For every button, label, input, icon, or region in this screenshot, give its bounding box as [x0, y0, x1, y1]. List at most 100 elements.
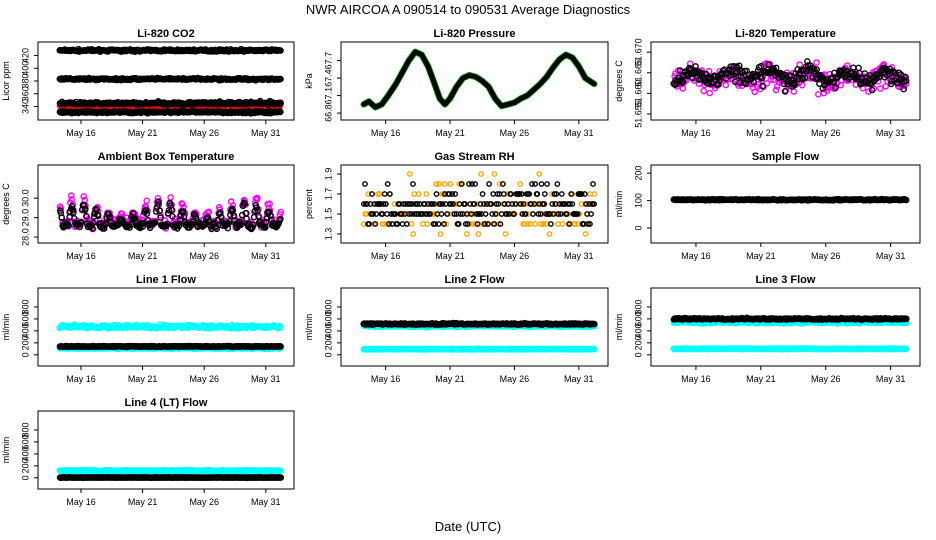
- data-point: [557, 211, 564, 217]
- data-point: [154, 198, 162, 206]
- x-tick-label: May 21: [746, 251, 776, 261]
- data-point: [406, 171, 413, 177]
- data-point: [266, 208, 273, 216]
- data-point: [424, 211, 430, 217]
- data-point: [408, 221, 415, 227]
- data-point: [591, 320, 598, 328]
- data-point: [370, 211, 376, 217]
- data-point: [544, 181, 550, 187]
- data-point: [126, 224, 133, 231]
- data-point: [535, 211, 542, 217]
- data-point: [439, 201, 446, 207]
- data-point: [443, 221, 450, 227]
- data-point: [520, 201, 527, 207]
- y-tick-label: 360: [20, 86, 30, 101]
- y-tick-label: 200: [323, 335, 333, 350]
- data-point: [80, 193, 88, 200]
- data-point: [277, 75, 284, 83]
- data-point: [496, 181, 503, 187]
- x-tick-label: May 16: [371, 251, 401, 261]
- data-point: [486, 181, 492, 187]
- data-point: [451, 211, 458, 217]
- data-point: [508, 191, 514, 197]
- data-point: [449, 191, 456, 197]
- data-point: [455, 221, 462, 227]
- data-point: [495, 201, 502, 207]
- data-point: [453, 201, 460, 207]
- x-tick-label: May 16: [371, 128, 401, 138]
- data-point: [590, 181, 596, 187]
- data-point: [759, 82, 767, 90]
- x-tick-label: May 31: [876, 374, 906, 384]
- data-point: [578, 191, 585, 197]
- data-point: [751, 88, 759, 96]
- data-point: [500, 191, 507, 197]
- x-tick-label: May 16: [66, 374, 96, 384]
- series-sample-flow: [670, 195, 910, 204]
- data-point: [541, 191, 548, 197]
- x-tick-label: May 21: [435, 251, 465, 261]
- data-point: [563, 211, 570, 217]
- data-point: [436, 181, 442, 187]
- data-point: [433, 181, 440, 187]
- data-point: [532, 221, 538, 227]
- data-point: [543, 211, 549, 217]
- data-point: [578, 201, 585, 207]
- y-tick-label: 0: [633, 352, 643, 357]
- panel-title: Ambient Box Temperature: [98, 151, 235, 163]
- data-point: [276, 100, 283, 108]
- data-point: [392, 211, 399, 217]
- series-line-flow-sampling-: [56, 342, 284, 351]
- data-point: [583, 201, 589, 207]
- data-point: [69, 206, 77, 213]
- data-point: [373, 211, 380, 217]
- data-point: [176, 216, 184, 223]
- data-point: [566, 221, 572, 227]
- data-point: [492, 211, 499, 217]
- plot-frame: [340, 164, 609, 244]
- data-point: [142, 206, 150, 214]
- data-point: [277, 47, 284, 54]
- data-point: [569, 201, 576, 207]
- x-tick-label: May 16: [66, 128, 96, 138]
- data-point: [444, 211, 450, 217]
- series-cell-temp-mean: [670, 58, 910, 95]
- data-point: [91, 213, 98, 220]
- plot-frame: [650, 41, 921, 121]
- data-point: [461, 201, 468, 207]
- data-point: [447, 181, 454, 187]
- panel-title: Li-820 CO2: [137, 28, 194, 40]
- data-point: [501, 201, 508, 207]
- x-tick-label: May 26: [811, 374, 841, 384]
- data-point: [157, 214, 164, 221]
- data-point: [366, 221, 372, 227]
- x-tick-label: May 21: [128, 128, 158, 138]
- data-point: [532, 181, 538, 187]
- data-point: [559, 221, 566, 227]
- y-tick-label: 0: [323, 352, 333, 357]
- data-point: [58, 214, 66, 221]
- data-point: [679, 78, 687, 85]
- data-point: [472, 221, 479, 227]
- data-point: [82, 205, 89, 213]
- data-point: [537, 211, 544, 217]
- data-point: [484, 221, 491, 227]
- data-point: [475, 231, 482, 237]
- y-axis-label: ml/min: [614, 191, 624, 218]
- y-axis-label: Licor ppm: [1, 61, 11, 101]
- data-point: [167, 194, 174, 201]
- data-point: [431, 201, 437, 207]
- data-point: [408, 211, 415, 217]
- plot-area: [360, 171, 598, 237]
- data-point: [558, 191, 565, 197]
- data-point: [83, 212, 90, 220]
- data-point: [902, 77, 910, 85]
- data-point: [765, 61, 773, 68]
- x-tick-label: May 31: [251, 374, 281, 384]
- data-point: [530, 211, 536, 217]
- y-tick-label: 0: [633, 226, 643, 231]
- data-point: [509, 201, 516, 207]
- data-point: [277, 208, 285, 216]
